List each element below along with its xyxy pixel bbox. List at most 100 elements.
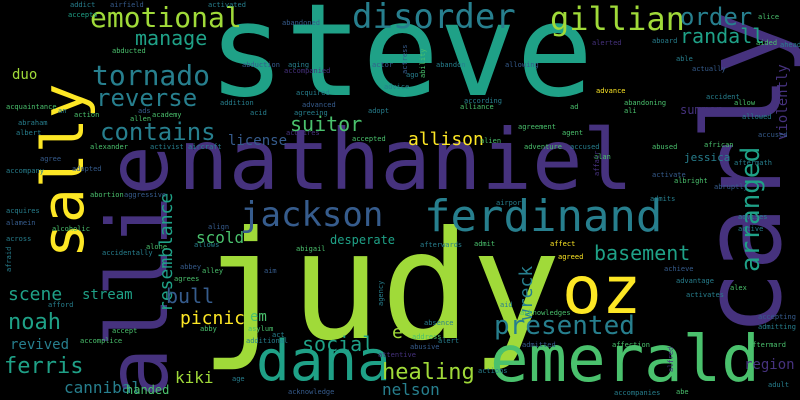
word-accept: accept bbox=[112, 327, 138, 335]
word-advanced: advanced bbox=[302, 101, 336, 109]
word-aid: aid bbox=[500, 301, 513, 309]
word-albert: albert bbox=[16, 129, 42, 137]
word-acquaintance: acquaintance bbox=[6, 103, 57, 111]
word-scold: scold bbox=[196, 228, 245, 247]
word-able: able bbox=[676, 55, 693, 63]
word-steve: steve bbox=[208, 0, 594, 126]
word-agreed: agreed bbox=[558, 253, 584, 261]
word-ferris: ferris bbox=[4, 354, 84, 379]
word-manage: manage bbox=[135, 26, 208, 50]
word-aftermath: aftermath bbox=[734, 159, 772, 167]
word-duo: duo bbox=[12, 67, 38, 83]
word-aggressive: aggressive bbox=[124, 191, 167, 199]
word-accepting: accepting bbox=[758, 313, 796, 321]
word-alliance: alliance bbox=[460, 103, 494, 111]
word-nelson: nelson bbox=[382, 380, 440, 399]
word-actions: actions bbox=[478, 367, 508, 375]
word-actually: actually bbox=[692, 65, 726, 73]
word-allison: allison bbox=[408, 129, 484, 150]
word-aircraft: aircraft bbox=[188, 143, 222, 151]
word-acknowledge: acknowledge bbox=[288, 388, 335, 396]
word-additional: additional bbox=[246, 337, 289, 345]
word-asylum: asylum bbox=[248, 325, 274, 333]
word-allow: allow bbox=[734, 99, 756, 107]
word-ferdinand: ferdinand bbox=[424, 191, 663, 242]
word-accepted: accepted bbox=[352, 135, 386, 143]
word-alerted: alerted bbox=[592, 39, 622, 47]
word-advises: advises bbox=[738, 213, 768, 221]
word-admit: admit bbox=[474, 240, 496, 248]
word-abe: abe bbox=[676, 388, 689, 396]
word-violently: violently bbox=[775, 64, 791, 140]
word-region: region bbox=[744, 357, 795, 373]
word-affection: affection bbox=[612, 341, 650, 349]
word-admitting: admitting bbox=[758, 323, 796, 331]
word-actor: actor bbox=[372, 61, 394, 69]
word-jackson: jackson bbox=[240, 195, 384, 235]
word-activate: activate bbox=[652, 171, 686, 179]
word-agency: agency bbox=[377, 280, 385, 306]
word-alan: alan bbox=[594, 153, 611, 161]
word-e: e bbox=[392, 322, 403, 343]
word-abusive: abusive bbox=[410, 343, 440, 351]
word-airport: airport bbox=[496, 199, 526, 207]
word-scene: scene bbox=[8, 284, 63, 305]
word-affect: affect bbox=[550, 240, 576, 248]
word-alfred: alfred bbox=[667, 346, 675, 372]
word-handed: handed bbox=[126, 383, 170, 397]
word-allen: allen bbox=[130, 115, 152, 123]
word-revived: revived bbox=[10, 337, 70, 353]
word-bull: bull bbox=[166, 284, 215, 308]
word-advice: advice bbox=[384, 83, 410, 91]
word-advantage: advantage bbox=[676, 277, 714, 285]
word-accomplice: accomplice bbox=[80, 337, 123, 345]
word-jessica: jessica bbox=[684, 151, 731, 164]
word-dana: dana bbox=[256, 329, 391, 394]
word-acquired: acquired bbox=[296, 89, 330, 97]
word-abandoned: abandoned bbox=[282, 19, 320, 27]
word-abraham: abraham bbox=[18, 119, 48, 127]
word-abused: abused bbox=[652, 143, 678, 151]
word-alone: alone bbox=[146, 243, 168, 251]
word-agrees: agrees bbox=[174, 275, 200, 283]
word-activates: activates bbox=[686, 291, 724, 299]
word-activist: activist bbox=[150, 143, 184, 151]
word-afterwards: afterwards bbox=[420, 241, 463, 249]
word-abducted: abducted bbox=[112, 47, 146, 55]
word-acquires2: acquires bbox=[286, 129, 320, 137]
word-agreement: agreement bbox=[518, 123, 556, 131]
word-acquires: acquires bbox=[6, 207, 40, 215]
word-abigail: abigail bbox=[296, 245, 326, 253]
word-desperate: desperate bbox=[330, 233, 396, 247]
word-alice: alice bbox=[758, 13, 780, 21]
word-alert: alert bbox=[438, 337, 460, 345]
word-action: action bbox=[74, 111, 100, 119]
word-actress: actress bbox=[401, 44, 409, 74]
word-acknowledges: acknowledges bbox=[520, 309, 571, 317]
word-em: em bbox=[250, 309, 267, 325]
word-adult: adult bbox=[768, 381, 790, 389]
word-aim: aim bbox=[264, 267, 277, 275]
word-nathaniel: nathaniel bbox=[178, 111, 634, 209]
word-according: according bbox=[464, 97, 502, 105]
word-ali: ali bbox=[624, 107, 637, 115]
word-abduction: abduction bbox=[242, 61, 280, 69]
word-ability: ability bbox=[419, 48, 427, 78]
word-an: an bbox=[58, 107, 67, 115]
word-accompanied: accompanied bbox=[284, 67, 331, 75]
word-admits: admits bbox=[650, 195, 676, 203]
word-abruptly: abruptly bbox=[714, 183, 748, 191]
word-noah: noah bbox=[8, 310, 61, 335]
word-advance: advance bbox=[596, 87, 626, 95]
word-alcoholic: alcoholic bbox=[52, 225, 90, 233]
word-aboard: aboard bbox=[652, 37, 678, 45]
word-abandon: abandon bbox=[436, 61, 466, 69]
word-healing: healing bbox=[382, 360, 475, 385]
word-oz: oz bbox=[562, 252, 642, 329]
word-accused2: accused bbox=[570, 143, 600, 151]
word-ads: ads bbox=[138, 107, 151, 115]
word-addict: addict bbox=[70, 1, 96, 9]
word-abby: abby bbox=[200, 325, 217, 333]
word-accompany: accompany bbox=[6, 167, 44, 175]
